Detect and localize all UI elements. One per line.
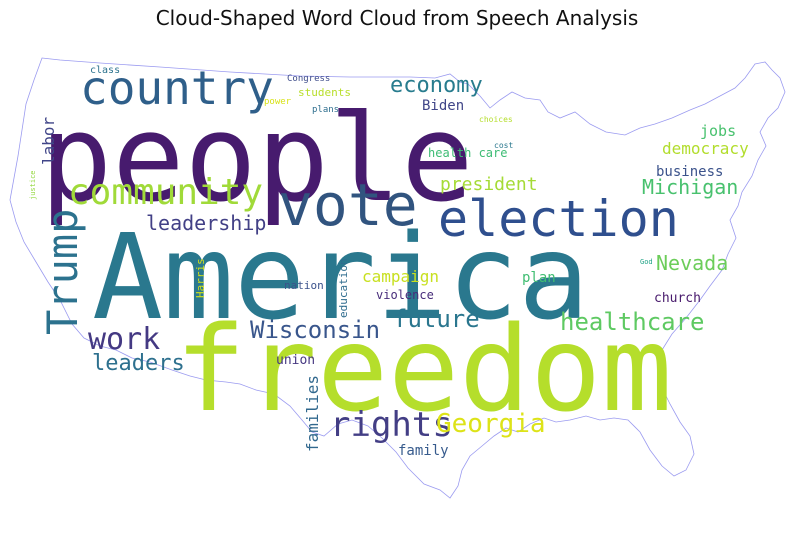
word-wisconsin: Wisconsin — [250, 316, 380, 344]
word-families: families — [303, 375, 322, 452]
word-violence: violence — [376, 288, 434, 302]
word-future: future — [393, 305, 480, 333]
word-community: community — [68, 172, 263, 213]
word-class: class — [90, 65, 120, 76]
word-union: union — [276, 353, 315, 368]
word-rights: rights — [330, 405, 453, 445]
word-god: God — [640, 258, 653, 266]
word-biden: Biden — [422, 98, 464, 114]
word-democracy: democracy — [662, 139, 749, 158]
word-church: church — [654, 291, 701, 306]
word-economy: economy — [390, 73, 483, 98]
word-family: family — [398, 443, 449, 459]
word-election: election — [438, 190, 679, 248]
word-power: power — [264, 97, 292, 107]
word-plan: plan — [522, 270, 556, 286]
word-georgia: Georgia — [436, 409, 546, 439]
word-plans: plans — [312, 105, 339, 115]
word-leadership: leadership — [146, 211, 266, 235]
word-people: people — [40, 90, 473, 229]
word-health-care: health care — [428, 146, 507, 160]
word-harris: Harris — [194, 258, 207, 298]
word-business: business — [656, 164, 723, 180]
word-leaders: leaders — [92, 351, 185, 376]
word-vote: vote — [278, 171, 418, 239]
word-choices: choices — [479, 115, 513, 124]
word-work: work — [88, 322, 160, 357]
word-cost: cost — [494, 141, 513, 150]
word-trump: Trump — [38, 209, 87, 335]
us-map-outline — [9, 57, 786, 499]
word-healthcare: healthcare — [560, 308, 705, 336]
word-labor: labor — [39, 116, 58, 165]
word-campaign: campaign — [362, 267, 439, 286]
word-nevada: Nevada — [656, 251, 728, 275]
word-justice: justice — [29, 170, 37, 200]
word-president: president — [440, 174, 538, 195]
word-freedom: freedom — [175, 300, 672, 438]
word-nation: nation — [284, 279, 324, 292]
word-america: America — [92, 208, 589, 346]
word-students: students — [298, 86, 351, 99]
word-congress: Congress — [287, 74, 330, 84]
word-country: country — [80, 61, 274, 115]
chart-title: Cloud-Shaped Word Cloud from Speech Anal… — [155, 6, 639, 30]
word-education: education — [337, 258, 350, 318]
word-jobs: jobs — [700, 122, 736, 140]
word-michigan: Michigan — [642, 175, 738, 199]
